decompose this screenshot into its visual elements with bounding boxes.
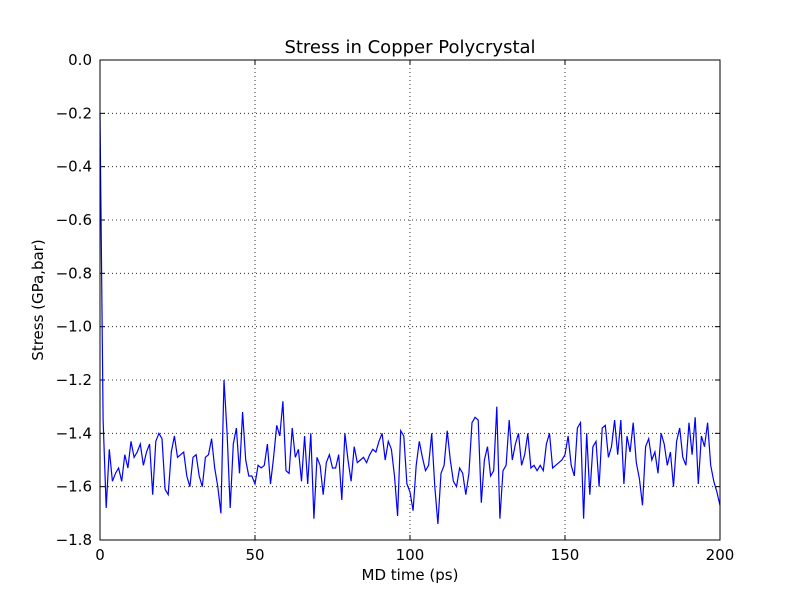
- y-tick-label: −0.8: [56, 264, 92, 282]
- y-tick-label: −1.8: [56, 531, 92, 549]
- y-tick-label: −1.6: [56, 478, 92, 496]
- y-axis-label: Stress (GPa,bar): [29, 239, 47, 360]
- x-tick-label: 0: [95, 546, 105, 564]
- x-tick-label: 150: [551, 546, 580, 564]
- y-tick-label: −1.4: [56, 424, 92, 442]
- y-tick-label: −1.2: [56, 371, 92, 389]
- y-tick-label: −0.6: [56, 211, 92, 229]
- y-tick-label: −0.4: [56, 158, 92, 176]
- y-tick-label: −1.0: [56, 318, 92, 336]
- data-line: [99, 113, 721, 525]
- chart-title: Stress in Copper Polycrystal: [284, 37, 535, 58]
- x-tick-label: 100: [396, 546, 425, 564]
- plot-frame: [99, 59, 721, 541]
- y-tick-label: 0.0: [68, 51, 92, 69]
- x-tick-label: 50: [245, 546, 264, 564]
- y-tick-label: −0.2: [56, 104, 92, 122]
- x-axis-label: MD time (ps): [362, 566, 459, 584]
- x-tick-label: 200: [706, 546, 735, 564]
